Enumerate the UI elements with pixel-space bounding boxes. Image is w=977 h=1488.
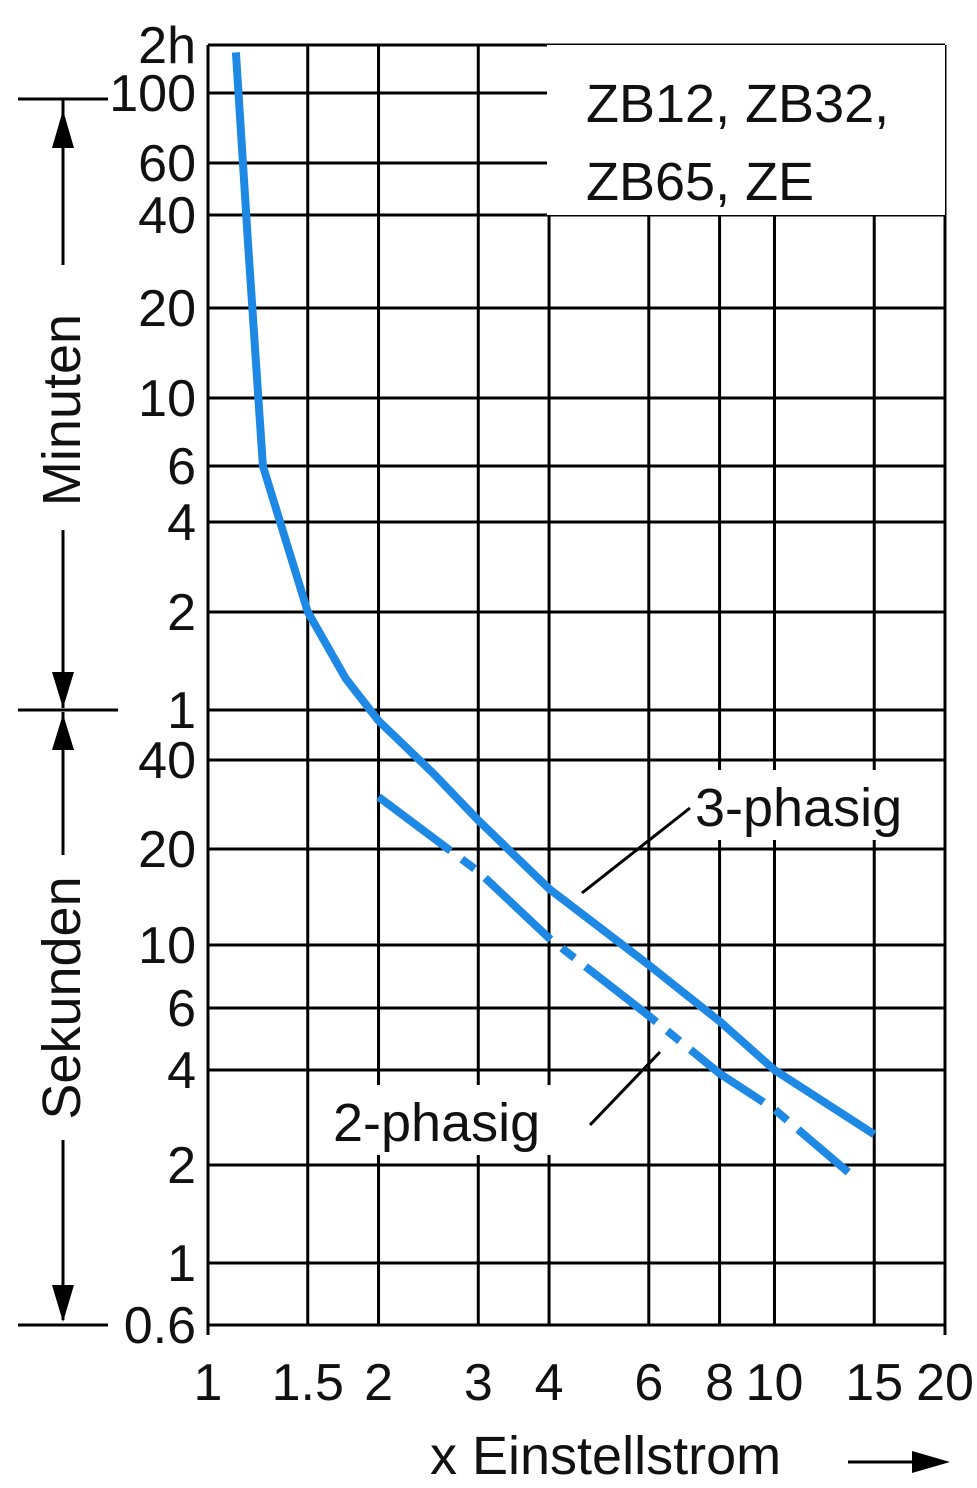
y-tick-minutes-0: 2h <box>138 17 196 75</box>
minutes-range-marker <box>18 97 108 708</box>
y-tick-minutes-5: 10 <box>138 370 196 428</box>
y-tick-minutes-8: 2 <box>167 584 196 642</box>
y-tick-minutes-7: 4 <box>167 494 196 552</box>
legend-line-1: ZB12, ZB32, <box>586 74 889 134</box>
y-tick-minutes-9: 1 <box>167 682 196 740</box>
x-tick-6: 8 <box>705 1354 734 1412</box>
y-label-seconds: Sekunden <box>32 876 92 1119</box>
y-tick-minutes-2: 60 <box>138 135 196 193</box>
x-tick-0: 1 <box>194 1354 223 1412</box>
x-tick-labels: 1 1.5 2 3 4 6 8 10 15 20 <box>194 1354 974 1412</box>
x-tick-5: 6 <box>634 1354 663 1412</box>
y-tick-minutes-4: 20 <box>138 280 196 338</box>
x-tick-3: 3 <box>464 1354 493 1412</box>
chart-curves <box>231 52 877 1176</box>
x-axis-arrow <box>848 1451 950 1473</box>
y-tick-minutes-1: 100 <box>109 65 196 123</box>
legend-line-2: ZB65, ZE <box>586 152 814 212</box>
series-label-2-phasig: 2-phasig <box>333 1093 540 1153</box>
label-bg-2-phasig <box>328 1085 573 1155</box>
y-tick-seconds-0: 40 <box>138 732 196 790</box>
series-line-3-phasig <box>231 52 877 1138</box>
y-tick-seconds-1: 20 <box>138 821 196 879</box>
y-tick-seconds-3: 6 <box>167 980 196 1038</box>
seconds-range-marker <box>18 712 108 1327</box>
y-tick-seconds-7: 0.6 <box>124 1297 196 1355</box>
leader-2-phasig <box>588 1050 662 1127</box>
leader-3-phasig <box>581 806 691 895</box>
x-tick-7: 10 <box>746 1354 804 1412</box>
y-label-minutes: Minuten <box>32 314 92 506</box>
x-tick-1: 1.5 <box>272 1354 344 1412</box>
y-tick-minutes-3: 40 <box>138 187 196 245</box>
y-tick-seconds-5: 2 <box>167 1137 196 1195</box>
series-label-3-phasig: 3-phasig <box>695 778 902 838</box>
y-tick-seconds-4: 4 <box>167 1042 196 1100</box>
series-line-2-phasig <box>376 793 851 1176</box>
label-bg-3-phasig <box>690 770 940 840</box>
x-tick-9: 20 <box>916 1354 974 1412</box>
x-tick-4: 4 <box>535 1354 564 1412</box>
x-tick-8: 15 <box>845 1354 903 1412</box>
y-tick-seconds-2: 10 <box>138 917 196 975</box>
legend-box <box>547 45 945 215</box>
y-tick-minutes-6: 6 <box>167 438 196 496</box>
y-tick-seconds-6: 1 <box>167 1235 196 1293</box>
x-tick-2: 2 <box>364 1354 393 1412</box>
x-axis-label: x Einstellstrom <box>430 1426 781 1486</box>
